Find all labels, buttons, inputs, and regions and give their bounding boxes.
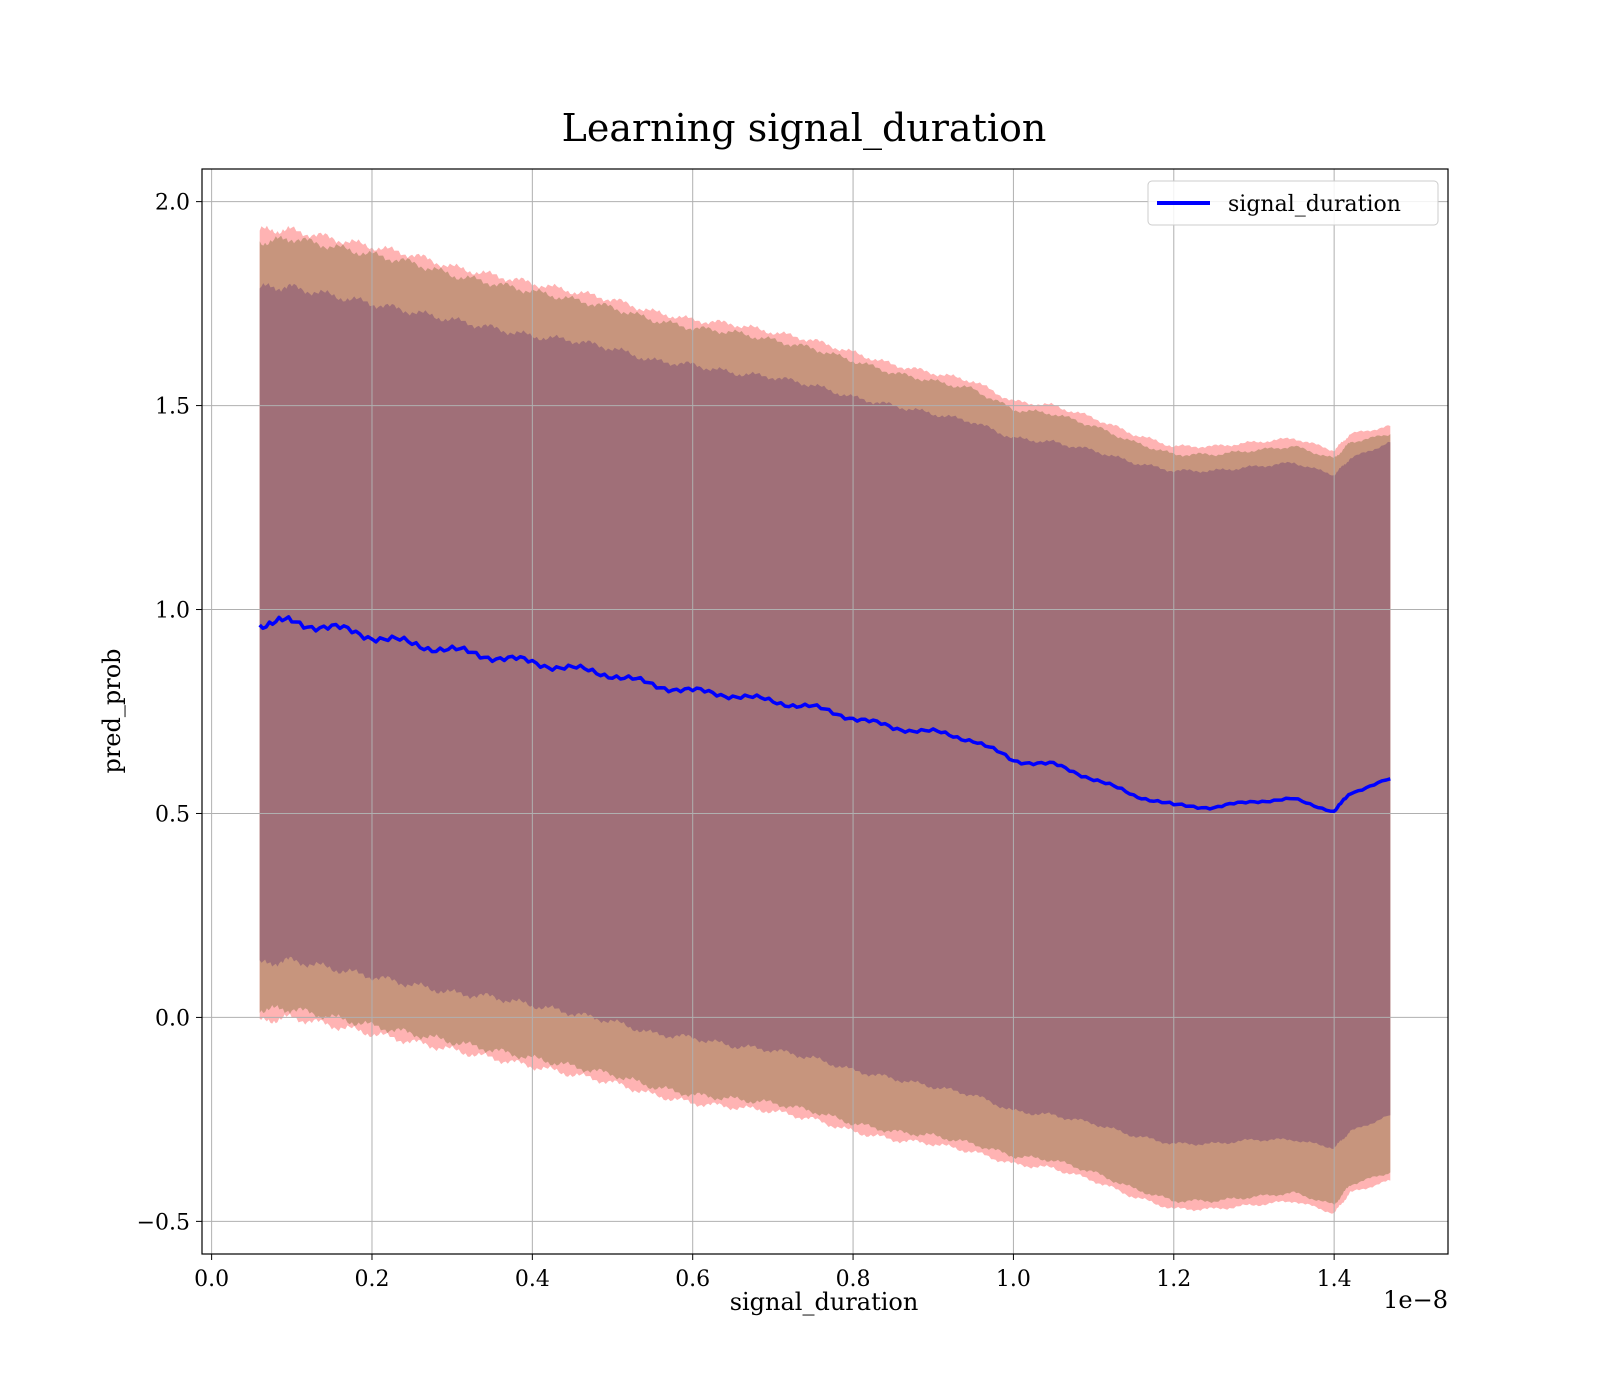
grid-lines xyxy=(202,169,1448,1254)
series-line-signal_duration xyxy=(258,615,1391,813)
x-tick-label-3: 0.6 xyxy=(675,1267,710,1292)
series-lines xyxy=(258,615,1391,813)
y-tick-label-1: 0.0 xyxy=(155,1006,190,1031)
x-tick-label-0: 0.0 xyxy=(194,1267,229,1292)
x-tick-label-2: 0.4 xyxy=(515,1267,550,1292)
confidence-band-3 xyxy=(259,283,1391,1149)
legend: signal_duration xyxy=(1147,180,1439,226)
x-axis-offset-label: 1e−8 xyxy=(1383,1286,1448,1314)
x-tick-label-4: 0.8 xyxy=(836,1267,871,1292)
x-tick-label-5: 1.0 xyxy=(996,1267,1031,1292)
legend-box xyxy=(1147,180,1439,226)
y-tick-label-3: 1.0 xyxy=(155,599,190,624)
confidence-bands xyxy=(259,225,1391,1214)
x-axis-ticks: 0.0 0.2 0.4 0.6 0.8 1.0 1.2 1.4 xyxy=(194,1254,1352,1292)
y-tick-label-2: 0.5 xyxy=(155,802,190,827)
plot-area xyxy=(201,168,1449,1255)
y-tick-label-4: 1.5 xyxy=(155,395,190,420)
chart-title: Learning signal_duration xyxy=(562,106,1047,151)
legend-label: signal_duration xyxy=(1228,192,1401,217)
x-axis-label: signal_duration xyxy=(730,1288,919,1316)
y-axis-ticks: −0.5 0.0 0.5 1.0 1.5 2.0 xyxy=(137,191,202,1235)
y-tick-label-5: 2.0 xyxy=(155,191,190,216)
plot-frame xyxy=(201,168,1449,1255)
y-tick-label-0: −0.5 xyxy=(137,1210,190,1235)
y-axis-label: pred_prob xyxy=(98,648,126,773)
x-tick-label-6: 1.2 xyxy=(1156,1267,1191,1292)
x-tick-label-1: 0.2 xyxy=(354,1267,389,1292)
x-tick-label-7: 1.4 xyxy=(1317,1267,1352,1292)
